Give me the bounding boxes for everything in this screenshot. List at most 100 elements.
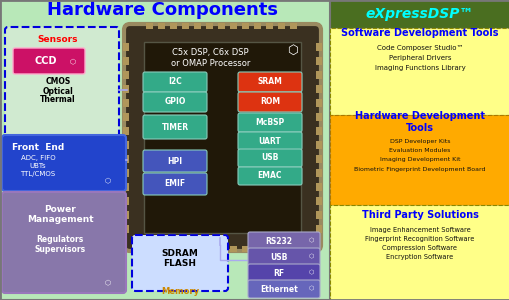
Bar <box>316 99 321 107</box>
Bar <box>242 246 248 252</box>
Text: Memory: Memory <box>161 287 199 296</box>
Bar <box>316 43 321 51</box>
Bar <box>123 141 129 149</box>
Text: USB: USB <box>270 253 287 262</box>
Text: Compression Software: Compression Software <box>382 245 457 251</box>
Bar <box>123 127 129 135</box>
Bar <box>123 225 129 233</box>
Bar <box>146 246 153 252</box>
FancyBboxPatch shape <box>143 115 207 139</box>
FancyBboxPatch shape <box>143 173 207 195</box>
Bar <box>316 113 321 121</box>
Text: UBTs: UBTs <box>30 163 46 169</box>
Text: Biometric Fingerprint Development Board: Biometric Fingerprint Development Board <box>354 167 485 172</box>
FancyBboxPatch shape <box>132 235 228 291</box>
Bar <box>169 23 177 29</box>
FancyBboxPatch shape <box>238 132 301 150</box>
FancyBboxPatch shape <box>143 150 207 172</box>
Text: Hardware Components: Hardware Components <box>47 1 278 19</box>
Text: Interface: Interface <box>264 299 303 300</box>
Text: Evaluation Modules: Evaluation Modules <box>388 148 450 154</box>
Text: USB: USB <box>261 154 278 163</box>
Bar <box>242 23 248 29</box>
Bar <box>206 246 213 252</box>
Bar <box>290 246 296 252</box>
Bar <box>230 246 237 252</box>
FancyBboxPatch shape <box>238 113 301 132</box>
Bar <box>123 197 129 205</box>
Text: GPIO: GPIO <box>164 98 185 106</box>
Text: Image Enhancement Software: Image Enhancement Software <box>369 227 469 233</box>
Bar <box>329 115 509 205</box>
Text: SDRAM: SDRAM <box>161 250 198 259</box>
FancyBboxPatch shape <box>247 232 319 250</box>
Text: TIMER: TIMER <box>161 122 188 131</box>
FancyBboxPatch shape <box>247 280 319 298</box>
Bar <box>123 43 129 51</box>
Text: Power: Power <box>44 206 76 214</box>
FancyBboxPatch shape <box>238 149 301 167</box>
Text: Software Development Tools: Software Development Tools <box>341 28 498 38</box>
Text: ⬡: ⬡ <box>307 271 313 275</box>
FancyBboxPatch shape <box>247 248 319 266</box>
Bar <box>316 183 321 191</box>
Bar <box>329 205 509 300</box>
Bar <box>316 85 321 93</box>
Bar <box>277 23 285 29</box>
Text: ⬡: ⬡ <box>307 254 313 260</box>
Bar <box>144 42 300 233</box>
Text: Ethernet: Ethernet <box>260 284 297 293</box>
Bar <box>230 23 237 29</box>
Text: Sensors: Sensors <box>38 35 78 44</box>
Bar <box>193 23 201 29</box>
Text: FLASH: FLASH <box>163 260 196 268</box>
Text: Fingerprint Recognition Software: Fingerprint Recognition Software <box>364 236 474 242</box>
Text: Imaging Functions Library: Imaging Functions Library <box>374 65 465 71</box>
Bar <box>123 155 129 163</box>
Bar <box>266 246 272 252</box>
Bar <box>169 246 177 252</box>
Text: TTL/CMOS: TTL/CMOS <box>20 171 55 177</box>
Bar <box>290 23 296 29</box>
Bar <box>253 23 261 29</box>
Text: C5x DSP, C6x DSP
or OMAP Processor: C5x DSP, C6x DSP or OMAP Processor <box>171 48 250 68</box>
Text: ⬡: ⬡ <box>105 177 111 183</box>
Bar <box>123 169 129 177</box>
Text: Third Party Solutions: Third Party Solutions <box>361 210 477 220</box>
Text: ⬡: ⬡ <box>105 279 111 285</box>
Text: DSP Developer Kits: DSP Developer Kits <box>389 140 449 145</box>
Text: EMIF: EMIF <box>164 179 185 188</box>
Text: UART: UART <box>258 136 281 146</box>
Bar <box>316 169 321 177</box>
FancyBboxPatch shape <box>5 27 119 138</box>
Text: ⬡: ⬡ <box>307 286 313 292</box>
Text: Code Composer Studio™: Code Composer Studio™ <box>376 45 462 51</box>
Bar <box>266 23 272 29</box>
Text: ⬡: ⬡ <box>287 44 298 56</box>
Bar <box>316 225 321 233</box>
Bar <box>316 141 321 149</box>
Bar <box>123 113 129 121</box>
FancyBboxPatch shape <box>247 264 319 282</box>
Text: CCD: CCD <box>35 56 57 66</box>
Bar <box>316 127 321 135</box>
Text: eXpressDSP™: eXpressDSP™ <box>365 7 473 21</box>
Text: ADC, FIFO: ADC, FIFO <box>21 155 55 161</box>
Text: ⬡: ⬡ <box>307 238 313 244</box>
Bar <box>123 99 129 107</box>
Bar <box>316 155 321 163</box>
FancyBboxPatch shape <box>2 135 126 191</box>
Bar <box>123 211 129 219</box>
Bar <box>316 197 321 205</box>
Bar <box>123 183 129 191</box>
Text: RF: RF <box>273 268 284 278</box>
Text: HPI: HPI <box>167 157 182 166</box>
Text: SRAM: SRAM <box>257 77 282 86</box>
Text: Optical: Optical <box>43 86 73 95</box>
Bar <box>182 246 189 252</box>
Text: ⬡: ⬡ <box>70 58 76 64</box>
Text: CMOS: CMOS <box>45 77 70 86</box>
FancyBboxPatch shape <box>238 167 301 185</box>
FancyBboxPatch shape <box>2 192 126 293</box>
Text: EMAC: EMAC <box>257 172 281 181</box>
